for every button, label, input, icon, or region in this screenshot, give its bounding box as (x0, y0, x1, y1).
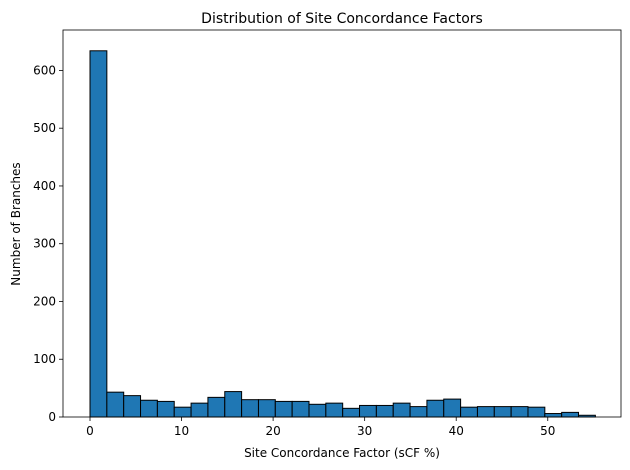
histogram-bar (561, 411, 580, 418)
y-axis: 0 100 200 300 400 500 600 (33, 63, 63, 424)
y-tick-label: 300 (33, 237, 56, 251)
histogram-bar (544, 413, 563, 418)
x-tick-label: 40 (449, 424, 464, 438)
bars (89, 50, 596, 418)
histogram-bar (274, 400, 293, 418)
y-tick-label: 200 (33, 294, 56, 308)
histogram-bar (308, 403, 327, 418)
histogram-bar (510, 406, 529, 418)
y-tick-label: 400 (33, 179, 56, 193)
x-tick-label: 20 (265, 424, 280, 438)
histogram-bar (460, 406, 478, 418)
histogram-bar (156, 400, 175, 418)
histogram-bar (190, 402, 209, 418)
y-tick-label: 600 (33, 63, 56, 77)
histogram-bar (173, 406, 192, 418)
x-axis: 0 10 20 30 40 50 (86, 417, 555, 438)
histogram-bar (106, 391, 125, 418)
y-axis-label: Number of Branches (9, 162, 23, 285)
y-tick-label: 0 (48, 410, 56, 424)
histogram-bar (342, 407, 361, 418)
histogram-bar (224, 391, 243, 418)
histogram-bar (123, 395, 142, 418)
histogram-bar (241, 399, 259, 418)
histogram-bar (89, 50, 108, 418)
y-tick-label: 100 (33, 352, 56, 366)
histogram-bar (207, 396, 226, 418)
x-tick-label: 10 (174, 424, 189, 438)
histogram-bar (325, 402, 344, 418)
histogram-bar (443, 398, 462, 418)
histogram-bar (140, 399, 158, 418)
axes-frame (62, 29, 622, 418)
x-tick-label: 30 (357, 424, 372, 438)
histogram-bar (493, 406, 512, 418)
histogram-bar (392, 402, 411, 418)
histogram-bar (476, 406, 495, 418)
histogram-bar (257, 399, 276, 418)
histogram-bar (426, 399, 445, 418)
histogram-bar (527, 406, 546, 418)
x-tick-label: 0 (86, 424, 94, 438)
chart-title: Distribution of Site Concordance Factors (201, 11, 483, 27)
histogram-bar (291, 400, 310, 418)
y-tick-label: 500 (33, 121, 56, 135)
x-axis-label: Site Concordance Factor (sCF %) (244, 446, 440, 460)
histogram-bar (409, 406, 428, 418)
histogram-bar (359, 404, 377, 418)
x-tick-label: 50 (540, 424, 555, 438)
histogram-bar (375, 404, 394, 418)
